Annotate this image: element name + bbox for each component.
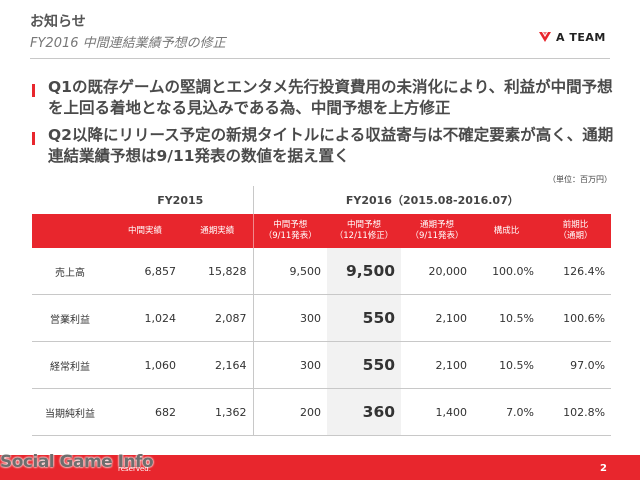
group-header-fy2016: FY2016（2015.08-2016.07）: [252, 186, 612, 214]
table-cell: 2,164: [182, 341, 254, 389]
footer-bar: [0, 455, 640, 480]
table-cell: 126.4%: [540, 248, 612, 295]
page-subtitle: FY2016 中間連結業績予想の修正: [30, 36, 226, 51]
table-row: 売上高 6,857 15,828 9,500 9,500 20,000 100.0% 126.…: [32, 248, 612, 295]
unit-note: （単位：百万円）: [548, 175, 612, 184]
table-cell: 9,500: [252, 248, 328, 295]
header-divider: [30, 58, 610, 59]
table-cell: 100.0%: [473, 248, 541, 295]
table-row: 当期純利益 682 1,362 200 360 1,400 7.0% 102.8%: [32, 388, 612, 436]
table-cell: 2,100: [401, 294, 474, 342]
row-label: 当期純利益: [32, 388, 108, 436]
logo-text: A TEAM: [556, 30, 606, 44]
bullet-item: Q1の既存ゲームの堅調とエンタメ先行投資費用の未消化により、利益が中間予想を上回…: [32, 77, 617, 121]
table-cell: 360: [327, 388, 402, 436]
column-header: 中間実績: [108, 214, 182, 248]
table-row: 経常利益 1,060 2,164 300 550 2,100 10.5% 97.0%: [32, 341, 612, 389]
column-header: 中間予想 （12/11修正）: [327, 214, 402, 248]
table-cell: 2,100: [401, 341, 474, 389]
watermark: Social Game Info: [0, 452, 154, 472]
bullet-text: Q1の既存ゲームの堅調とエンタメ先行投資費用の未消化により、利益が中間予想を上回…: [48, 78, 613, 117]
page-number: 2: [600, 463, 607, 474]
forecast-table: FY2015 FY2016（2015.08-2016.07） 中間実績 通期実績…: [32, 186, 612, 436]
table-cell: 200: [252, 388, 328, 436]
table-cell: 2,087: [182, 294, 254, 342]
table-cell: 1,362: [182, 388, 254, 436]
table-cell: 9,500: [327, 248, 402, 295]
empty-cell: [32, 186, 108, 214]
bullet-marker: [32, 84, 35, 97]
table-cell: 1,024: [108, 294, 182, 342]
column-header: 中間予想 （9/11発表）: [252, 214, 328, 248]
company-logo: A TEAM: [538, 30, 606, 44]
table-cell: 102.8%: [540, 388, 612, 436]
column-header: 前期比 （通期）: [540, 214, 612, 248]
row-label: 経常利益: [32, 341, 108, 389]
table-cell: 1,400: [401, 388, 474, 436]
column-header: 通期予想 （9/11発表）: [401, 214, 474, 248]
table-cell: 550: [327, 341, 402, 389]
table-cell: 97.0%: [540, 341, 612, 389]
row-label: 売上高: [32, 248, 108, 295]
table-cell: 550: [327, 294, 402, 342]
column-header: 通期実績: [182, 214, 254, 248]
column-header-row: 中間実績 通期実績 中間予想 （9/11発表） 中間予想 （12/11修正） 通…: [32, 214, 612, 248]
row-label: 営業利益: [32, 294, 108, 342]
table-cell: 300: [252, 341, 328, 389]
table-cell: 100.6%: [540, 294, 612, 342]
table-cell: 20,000: [401, 248, 474, 295]
table-cell: 10.5%: [473, 294, 541, 342]
table-cell: 6,857: [108, 248, 182, 295]
table-cell: 7.0%: [473, 388, 541, 436]
table-cell: 10.5%: [473, 341, 541, 389]
bullet-marker: [32, 132, 35, 145]
logo-mark-icon: [539, 32, 551, 42]
table-cell: 300: [252, 294, 328, 342]
copyright-text: reserved.: [118, 465, 151, 473]
bullet-item: Q2以降にリリース予定の新規タイトルによる収益寄与は不確定要素が高く、通期連結業…: [32, 125, 617, 169]
bullet-text: Q2以降にリリース予定の新規タイトルによる収益寄与は不確定要素が高く、通期連結業…: [48, 126, 614, 165]
table-cell: 15,828: [182, 248, 254, 295]
table-cell: 682: [108, 388, 182, 436]
group-header-fy2015: FY2015: [157, 193, 204, 207]
table-cell: 1,060: [108, 341, 182, 389]
table-row: 営業利益 1,024 2,087 300 550 2,100 10.5% 100.6%: [32, 294, 612, 342]
page-title: お知らせ: [30, 14, 86, 30]
column-header: 構成比: [473, 214, 541, 248]
group-header-row: FY2015 FY2016（2015.08-2016.07）: [32, 186, 612, 214]
empty-cell: [32, 214, 108, 248]
